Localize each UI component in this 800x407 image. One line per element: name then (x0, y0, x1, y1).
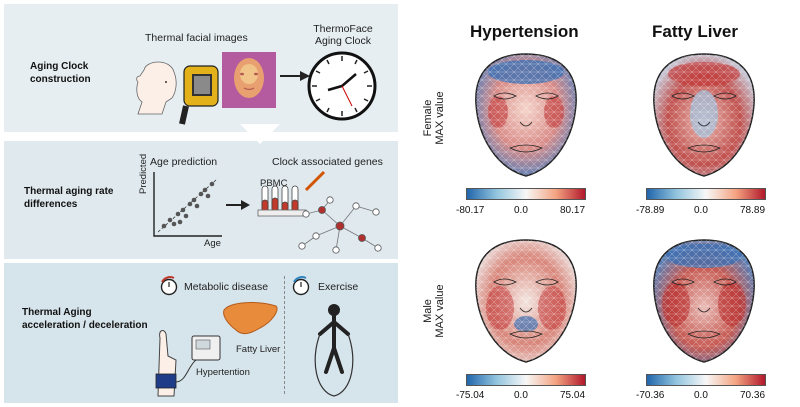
face-map-male-hypertension (475, 239, 577, 363)
clock-label: ThermoFace Aging Clock (313, 23, 373, 47)
col-header-fatty-liver: Fatty Liver (652, 22, 738, 41)
gene-network-icon (298, 196, 382, 254)
divider (284, 276, 285, 394)
blood-pressure-icon (155, 330, 221, 397)
cbar-mid: 0.0 (694, 390, 708, 401)
test-tubes-icon (257, 170, 326, 217)
cbar-mid: 0.0 (514, 205, 528, 216)
row-label-male: Male MAX value (422, 284, 446, 338)
cbar-min: -70.36 (636, 390, 665, 401)
cbar-max: 70.36 (740, 390, 766, 401)
row-label-aging-rate: Thermal aging rate differences (24, 186, 114, 210)
liver-icon (223, 302, 278, 335)
fatty-liver-label: Fatty Liver (236, 344, 281, 355)
cbar-max: 75.04 (560, 390, 586, 401)
arrow-right-icon (280, 71, 310, 81)
down-arrow-icon (240, 124, 280, 144)
colorbar-female-hypertension (466, 188, 586, 200)
age-prediction-scatter-icon (153, 172, 222, 237)
arrow-right-icon-2 (226, 200, 250, 210)
clock-icon (307, 51, 377, 121)
age-prediction-label: Age prediction (150, 156, 218, 168)
stopwatch-icon-red (160, 276, 178, 296)
hypertension-label: Hypertention (196, 367, 250, 378)
face-map-female-fatty-liver (653, 53, 755, 177)
row-label-aging-clock: Aging Clock construction (30, 61, 91, 85)
pbmc-label: PBMC (260, 178, 288, 189)
metabolic-disease-label: Metabolic disease (184, 281, 269, 293)
exercise-label: Exercise (318, 281, 359, 293)
cbar-max: 78.89 (740, 205, 766, 216)
jump-rope-icon (314, 304, 354, 397)
x-axis-label: Age (204, 238, 221, 249)
colorbar-male-hypertension (466, 374, 586, 386)
clock-genes-label: Clock associated genes (272, 156, 383, 168)
thermal-images-label: Thermal facial images (145, 32, 248, 44)
thermal-face-image (222, 52, 276, 108)
cbar-max: 80.17 (560, 205, 586, 216)
cbar-min: -78.89 (636, 205, 665, 216)
head-outline-icon (136, 61, 177, 115)
colorbar-male-fatty-liver (646, 374, 766, 386)
row-label-female: Female MAX value (422, 91, 446, 145)
cbar-mid: 0.0 (694, 205, 708, 216)
cbar-min: -75.04 (456, 390, 485, 401)
stopwatch-icon-blue (292, 276, 310, 296)
cbar-mid: 0.0 (514, 390, 528, 401)
thermal-camera-icon (179, 65, 219, 125)
y-axis-label: Predicted (138, 153, 149, 194)
colorbar-female-fatty-liver (646, 188, 766, 200)
col-header-hypertension: Hypertension (470, 22, 579, 41)
face-map-female-hypertension (475, 53, 577, 177)
row-label-acceleration: Thermal Aging acceleration / deceleratio… (22, 307, 148, 331)
face-map-male-fatty-liver (653, 239, 755, 363)
cbar-min: -80.17 (456, 205, 485, 216)
